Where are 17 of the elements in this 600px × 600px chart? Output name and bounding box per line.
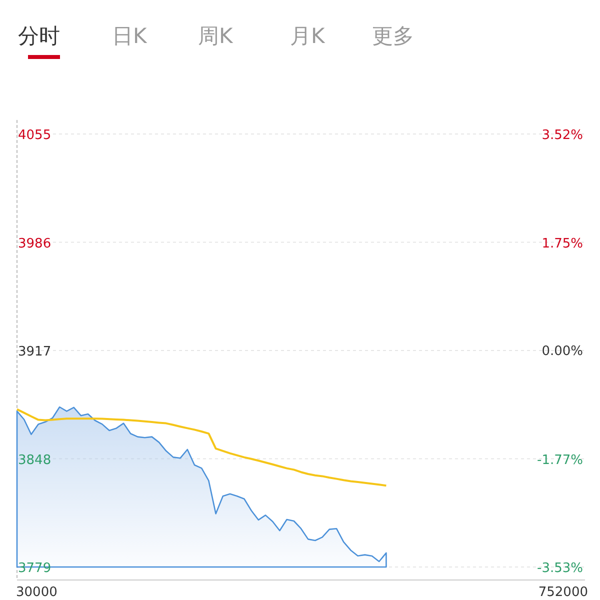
text: 日K	[112, 24, 148, 48]
y2-tick-label: 1.75%	[542, 236, 583, 252]
text: 周K	[198, 24, 234, 48]
y-tick-label: 3917	[18, 344, 52, 360]
y2-tick-label: 0.00%	[542, 344, 583, 360]
text: 30000	[16, 585, 58, 600]
text: 752000	[538, 585, 588, 600]
y-tick-label: 3986	[18, 236, 52, 252]
y-tick-label: 4055	[18, 128, 52, 143]
y2-tick-label: 3.52%	[542, 128, 583, 143]
y-tick-label: 3848	[18, 452, 52, 468]
y2-tick-label: -3.53%	[537, 561, 583, 576]
text: 更多	[372, 24, 414, 48]
y2-tick-label: -1.77%	[537, 452, 583, 468]
line-series	[16, 408, 388, 487]
text: 分时	[18, 24, 60, 48]
text: 月K	[290, 24, 326, 48]
